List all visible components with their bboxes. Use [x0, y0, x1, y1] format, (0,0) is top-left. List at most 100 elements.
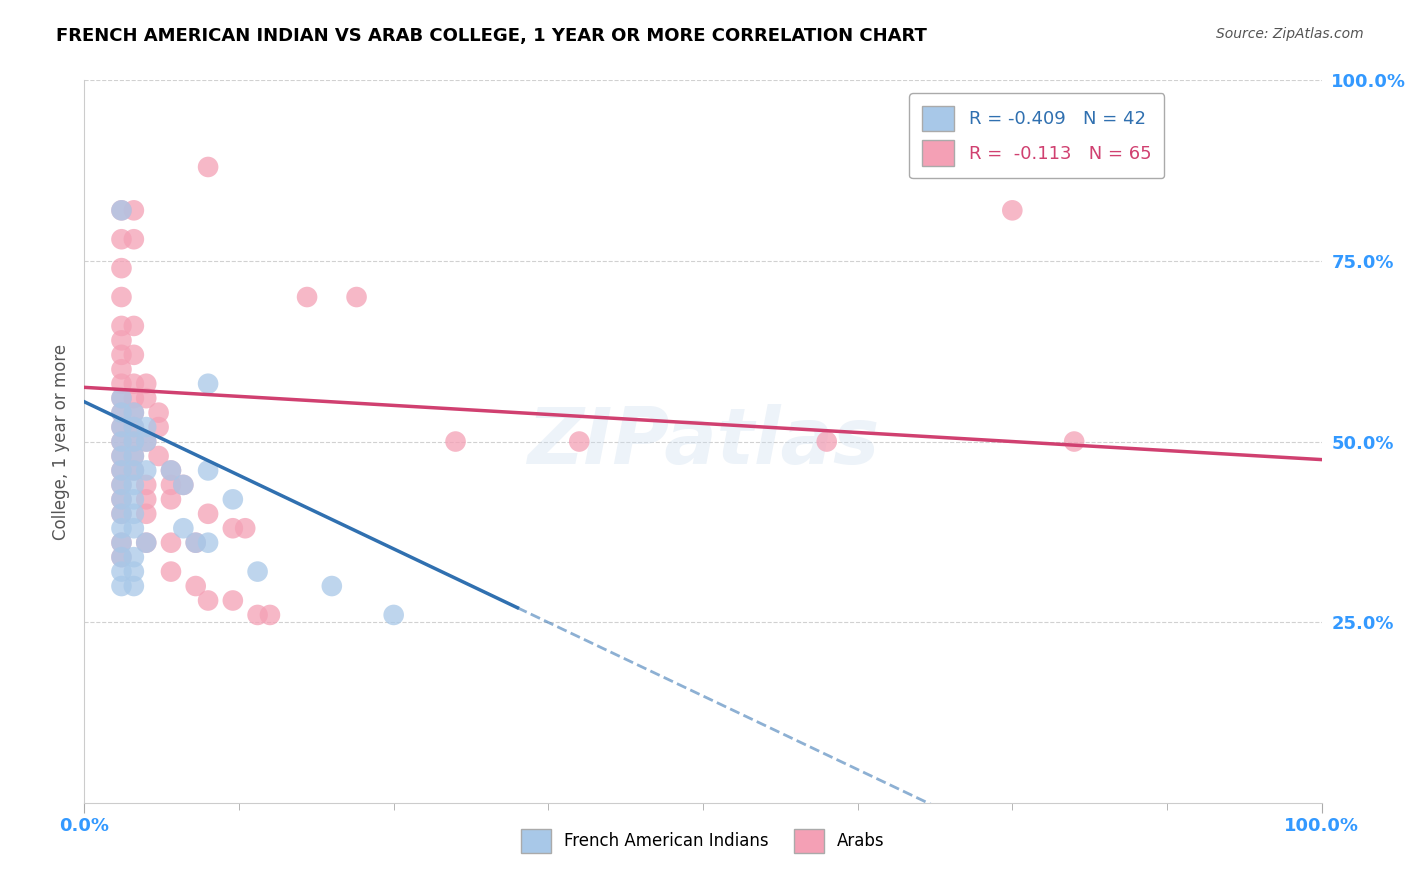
- Point: [135, 391, 157, 405]
- Point: [110, 535, 132, 549]
- Point: [110, 434, 132, 449]
- Point: [148, 449, 170, 463]
- Point: [321, 579, 343, 593]
- Point: [122, 318, 145, 333]
- Point: [160, 535, 183, 549]
- Point: [1001, 203, 1024, 218]
- Point: [110, 290, 132, 304]
- Point: [233, 521, 256, 535]
- Point: [110, 434, 132, 449]
- Point: [122, 434, 145, 449]
- Point: [122, 550, 145, 565]
- Point: [122, 449, 145, 463]
- Point: [110, 550, 132, 565]
- Point: [160, 463, 183, 477]
- Point: [246, 607, 269, 622]
- Point: [122, 348, 145, 362]
- Point: [135, 434, 157, 449]
- Point: [122, 579, 145, 593]
- Point: [135, 535, 157, 549]
- Point: [148, 420, 170, 434]
- Point: [110, 565, 132, 579]
- Point: [160, 463, 183, 477]
- Point: [197, 593, 219, 607]
- Point: [110, 348, 132, 362]
- Point: [122, 391, 145, 405]
- Point: [110, 334, 132, 348]
- Point: [110, 535, 132, 549]
- Point: [110, 420, 132, 434]
- Point: [815, 434, 838, 449]
- Text: ZIPatlas: ZIPatlas: [527, 403, 879, 480]
- Point: [110, 376, 132, 391]
- Point: [246, 565, 269, 579]
- Point: [110, 478, 132, 492]
- Point: [259, 607, 281, 622]
- Point: [110, 463, 132, 477]
- Point: [110, 406, 132, 420]
- Point: [110, 261, 132, 276]
- Point: [122, 463, 145, 477]
- Point: [122, 434, 145, 449]
- Point: [110, 550, 132, 565]
- Point: [110, 232, 132, 246]
- Point: [122, 406, 145, 420]
- Point: [135, 507, 157, 521]
- Text: Source: ZipAtlas.com: Source: ZipAtlas.com: [1216, 27, 1364, 41]
- Point: [444, 434, 467, 449]
- Point: [197, 535, 219, 549]
- Text: FRENCH AMERICAN INDIAN VS ARAB COLLEGE, 1 YEAR OR MORE CORRELATION CHART: FRENCH AMERICAN INDIAN VS ARAB COLLEGE, …: [56, 27, 927, 45]
- Point: [110, 492, 132, 507]
- Point: [122, 492, 145, 507]
- Point: [135, 535, 157, 549]
- Legend: French American Indians, Arabs: French American Indians, Arabs: [515, 822, 891, 860]
- Point: [110, 318, 132, 333]
- Point: [122, 376, 145, 391]
- Point: [122, 449, 145, 463]
- Point: [110, 579, 132, 593]
- Point: [110, 420, 132, 434]
- Point: [172, 478, 194, 492]
- Point: [110, 203, 132, 218]
- Point: [110, 406, 132, 420]
- Point: [135, 420, 157, 434]
- Point: [122, 232, 145, 246]
- Point: [184, 579, 207, 593]
- Point: [197, 160, 219, 174]
- Point: [110, 391, 132, 405]
- Point: [110, 362, 132, 376]
- Point: [110, 463, 132, 477]
- Point: [160, 565, 183, 579]
- Point: [197, 507, 219, 521]
- Point: [197, 376, 219, 391]
- Point: [160, 478, 183, 492]
- Point: [110, 507, 132, 521]
- Point: [110, 521, 132, 535]
- Point: [222, 593, 245, 607]
- Point: [110, 391, 132, 405]
- Point: [148, 406, 170, 420]
- Point: [122, 420, 145, 434]
- Point: [110, 449, 132, 463]
- Point: [160, 492, 183, 507]
- Point: [382, 607, 405, 622]
- Point: [172, 521, 194, 535]
- Point: [122, 521, 145, 535]
- Point: [110, 507, 132, 521]
- Point: [110, 478, 132, 492]
- Point: [135, 434, 157, 449]
- Point: [135, 478, 157, 492]
- Point: [122, 406, 145, 420]
- Point: [135, 463, 157, 477]
- Point: [122, 463, 145, 477]
- Point: [346, 290, 368, 304]
- Y-axis label: College, 1 year or more: College, 1 year or more: [52, 343, 70, 540]
- Point: [122, 203, 145, 218]
- Point: [110, 203, 132, 218]
- Point: [110, 492, 132, 507]
- Point: [122, 478, 145, 492]
- Point: [222, 521, 245, 535]
- Point: [184, 535, 207, 549]
- Point: [122, 565, 145, 579]
- Point: [135, 492, 157, 507]
